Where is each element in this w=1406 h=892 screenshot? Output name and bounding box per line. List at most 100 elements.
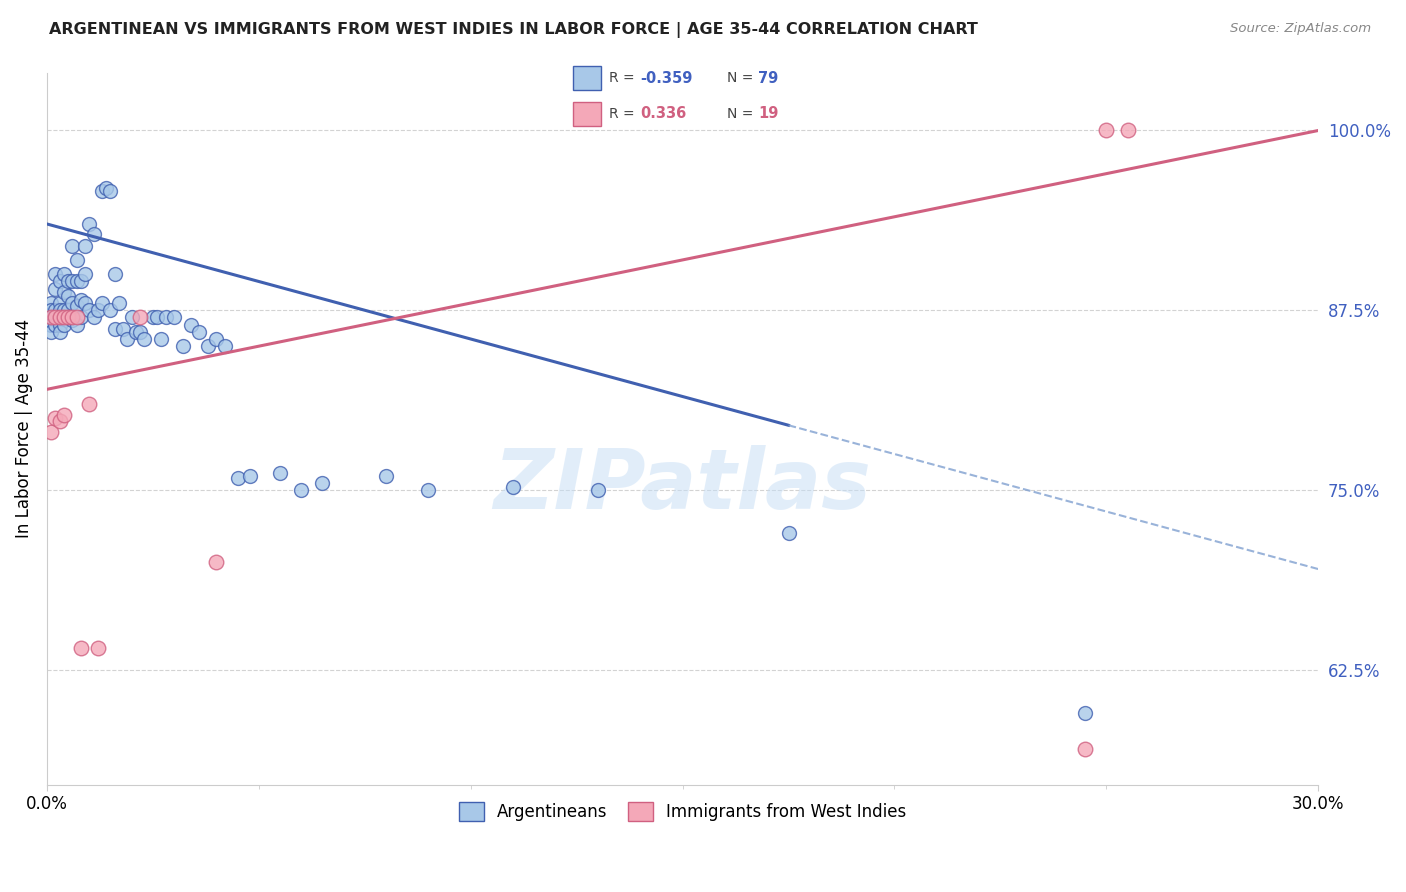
Text: ZIPatlas: ZIPatlas [494,445,872,526]
Point [39,318,62,332]
Point [1116,123,1139,137]
Point [172,339,194,353]
Point [205,555,228,569]
Point [134,332,156,346]
Point [65,299,87,313]
Point [69,641,91,656]
Point [60,296,83,310]
Point [73,296,96,310]
Text: 0.336: 0.336 [641,106,686,121]
Point [52,268,75,282]
Text: N =: N = [727,107,758,120]
Point [77,217,100,231]
Point [96,181,118,195]
Point [269,466,291,480]
Point [290,483,312,497]
Point [239,468,262,483]
Point [44,310,66,325]
Y-axis label: In Labor Force | Age 35-44: In Labor Force | Age 35-44 [15,319,32,539]
Point [155,310,177,325]
Point [65,310,87,325]
Point [418,483,440,497]
Point [1074,706,1097,720]
Point [129,310,152,325]
Point [56,310,79,325]
Point [56,275,79,289]
Point [150,332,173,346]
Point [39,303,62,318]
Point [60,275,83,289]
Point [73,268,96,282]
Point [48,414,70,428]
Point [48,296,70,310]
Text: R =: R = [609,107,644,120]
Point [1095,123,1118,137]
Point [69,275,91,289]
Point [112,322,135,336]
Point [60,310,83,325]
Point [39,296,62,310]
Point [60,238,83,252]
Point [374,468,396,483]
Point [65,275,87,289]
Point [91,296,114,310]
Point [44,282,66,296]
Point [83,310,105,325]
Point [87,303,110,318]
Point [77,397,100,411]
Text: 19: 19 [758,106,779,121]
Point [65,252,87,267]
Point [73,238,96,252]
Point [56,303,79,318]
Point [44,318,66,332]
Point [163,310,186,325]
Point [52,408,75,422]
Point [52,303,75,318]
Point [44,268,66,282]
Point [65,318,87,332]
Point [91,184,114,198]
Point [104,322,127,336]
Point [44,303,66,318]
Point [502,480,524,494]
Point [39,425,62,440]
Point [56,310,79,325]
Point [104,268,127,282]
Text: -0.359: -0.359 [641,70,693,86]
Point [52,318,75,332]
Point [39,310,62,325]
Point [214,339,236,353]
Point [77,303,100,318]
Bar [574,102,600,126]
Point [100,303,122,318]
Text: Source: ZipAtlas.com: Source: ZipAtlas.com [1230,22,1371,36]
Point [56,289,79,303]
Point [226,471,249,485]
Point [197,339,219,353]
Point [188,325,211,339]
Point [117,332,139,346]
Point [48,325,70,339]
Point [69,310,91,325]
Point [180,318,202,332]
Text: R =: R = [609,71,638,85]
Point [205,332,228,346]
Point [125,325,148,339]
Point [48,310,70,325]
Point [48,318,70,332]
Legend: Argentineans, Immigrants from West Indies: Argentineans, Immigrants from West Indie… [450,794,915,830]
Text: N =: N = [727,71,758,85]
Text: ARGENTINEAN VS IMMIGRANTS FROM WEST INDIES IN LABOR FORCE | AGE 35-44 CORRELATIO: ARGENTINEAN VS IMMIGRANTS FROM WEST INDI… [49,22,979,38]
Point [48,275,70,289]
Point [311,475,333,490]
Point [146,310,169,325]
Point [60,313,83,327]
Point [48,303,70,318]
Point [44,310,66,325]
Point [108,296,131,310]
Text: 79: 79 [758,70,779,86]
Point [83,227,105,241]
Point [121,310,143,325]
Point [48,310,70,325]
Point [100,184,122,198]
